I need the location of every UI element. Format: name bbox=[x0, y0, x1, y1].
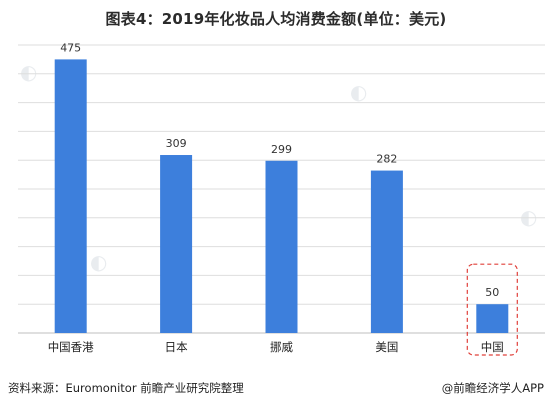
watermark-logo: ◐ bbox=[350, 80, 368, 104]
watermark-logo: ◐ bbox=[90, 250, 108, 274]
data-label: 282 bbox=[376, 153, 397, 166]
chart-title: 图表4：2019年化妆品人均消费金额(单位：美元) bbox=[105, 10, 447, 28]
data-label: 299 bbox=[271, 143, 292, 156]
brand-credit: @前瞻经济学人APP bbox=[441, 381, 544, 395]
x-tick-label: 中国香港 bbox=[48, 340, 94, 354]
watermark-logo: ◐ bbox=[520, 205, 538, 229]
data-label: 309 bbox=[166, 137, 187, 150]
x-tick-label: 挪威 bbox=[270, 340, 293, 354]
x-tick-label: 日本 bbox=[165, 340, 188, 354]
bar bbox=[265, 160, 298, 333]
watermark-logo: ◐ bbox=[20, 60, 38, 84]
data-label: 50 bbox=[485, 286, 499, 299]
bar bbox=[160, 155, 193, 333]
x-tick-label: 美国 bbox=[375, 340, 398, 354]
bar bbox=[54, 59, 87, 334]
bar bbox=[476, 304, 509, 333]
x-tick-label: 中国 bbox=[481, 340, 504, 354]
highlight-box bbox=[466, 263, 518, 356]
bar bbox=[370, 170, 403, 333]
source-note: 资料来源：Euromonitor 前瞻产业研究院整理 bbox=[8, 381, 244, 395]
data-label: 475 bbox=[60, 41, 81, 54]
